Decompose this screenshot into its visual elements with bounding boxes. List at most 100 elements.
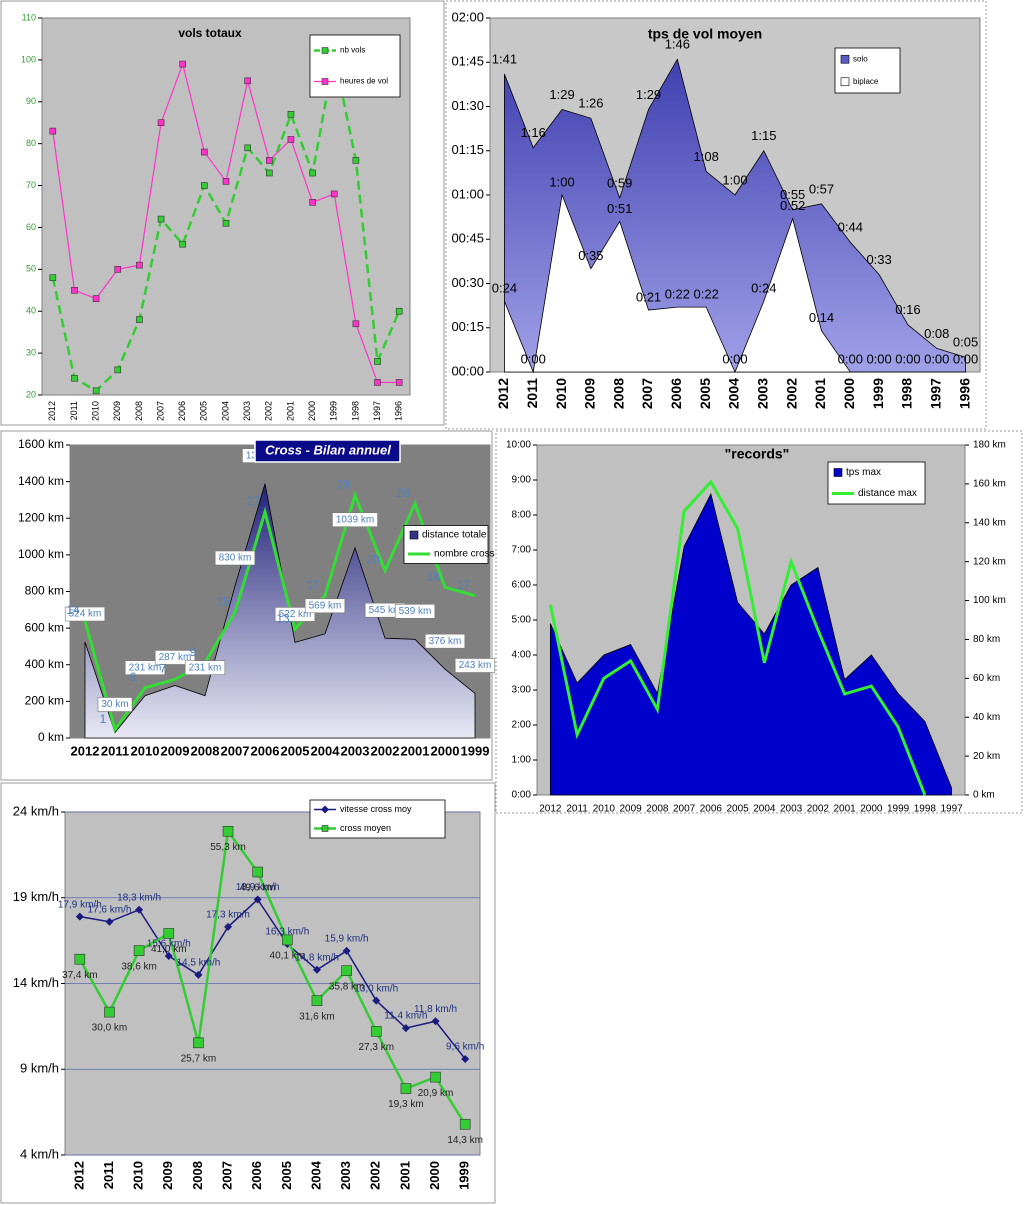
x-tick-label: 2000 [427, 1161, 442, 1190]
legend-label: heures de vol [340, 77, 388, 86]
x-tick-label: 1997 [941, 804, 964, 815]
data-label: 1:00 [549, 174, 574, 189]
marker [164, 952, 173, 961]
x-tick-label: 2006 [177, 401, 187, 421]
marker [75, 912, 84, 921]
data-label: 7 [160, 662, 167, 676]
marker [352, 320, 360, 328]
marker [49, 127, 57, 135]
data-label: 0:00 [521, 351, 546, 366]
x-tick-label: 2012 [47, 401, 57, 421]
x-tick-label: 2012 [539, 804, 562, 815]
x-tick-label: 1999 [457, 1161, 472, 1190]
marker [71, 286, 78, 294]
x-tick-label: 2012 [495, 378, 511, 409]
data-label: 0:00 [924, 351, 949, 366]
marker [157, 215, 165, 223]
x-tick-label: 2001 [397, 1161, 412, 1190]
data-label: 18,9 km/h [236, 882, 280, 893]
data-label: 0:35 [578, 248, 603, 263]
x-tick-label: 2010 [90, 401, 100, 421]
data-label: 0:55 [780, 187, 805, 202]
area [549, 492, 953, 796]
x-tick-label: 2007 [155, 401, 165, 421]
y-tick-label: 180 km [973, 440, 1006, 451]
title-box [254, 439, 401, 463]
y-tick-label: 120 km [973, 556, 1006, 567]
y-tick-label: 4:00 [512, 650, 532, 661]
y-tick-label: 14 km/h [13, 975, 59, 990]
y-tick-label: 01:00 [451, 186, 484, 201]
data-label: 41,0 km [151, 944, 187, 955]
y-tick-label: 0 km [973, 790, 995, 801]
marker [179, 60, 187, 68]
y-tick-label: 90 [26, 96, 36, 106]
data-label: 1:29 [636, 87, 661, 102]
y-tick-label: 20 km [973, 751, 1000, 762]
x-tick-label: 2008 [191, 743, 220, 758]
y-tick-label: 400 km [25, 657, 64, 671]
data-label: 524 km [69, 609, 102, 620]
x-tick-label: 2011 [101, 1161, 116, 1189]
marker [265, 169, 273, 177]
x-tick-label: 2005 [281, 743, 310, 758]
y-tick-label: 110 [22, 12, 36, 22]
x-tick-label: 1998 [350, 401, 360, 421]
x-tick-label: 2010 [131, 1161, 146, 1190]
y-tick-label: 70 [26, 180, 36, 190]
data-label: 11,8 km/h [414, 1004, 457, 1015]
legend-marker [321, 78, 329, 85]
data-label: 20,9 km [418, 1088, 454, 1099]
data-label: 30,0 km [92, 1023, 128, 1034]
x-tick-label: 2006 [700, 804, 723, 815]
x-tick-label: 2002 [783, 378, 799, 409]
y-tick-label: 800 km [25, 584, 64, 598]
data-label: 830 km [219, 553, 252, 564]
label-box [154, 650, 196, 665]
y-tick-label: 600 km [25, 620, 64, 634]
label-box [454, 658, 496, 673]
y-tick-label: 100 km [973, 595, 1006, 606]
x-tick-label: 2010 [553, 378, 569, 409]
y-tick-label: 6:00 [512, 580, 532, 591]
legend-label: tps max [846, 467, 881, 478]
chart-title: tps de vol moyen [648, 26, 762, 42]
y-tick-label: 00:00 [451, 363, 484, 378]
data-label: 14,5 km/h [176, 958, 220, 969]
marker [114, 266, 122, 273]
data-label: 1:46 [665, 37, 690, 52]
x-tick-label: 2009 [112, 401, 122, 421]
data-label: 0:16 [895, 302, 920, 317]
y-tick-label: 200 km [25, 694, 64, 708]
data-label: 287 km [159, 652, 192, 663]
marker [311, 995, 323, 1006]
marker [135, 905, 144, 914]
data-label: 17,9 km/h [58, 899, 102, 910]
marker [163, 928, 175, 939]
y-tick-label: 40 [26, 306, 36, 316]
y-tick-label: 01:15 [451, 142, 484, 157]
legend [309, 34, 401, 98]
marker [222, 219, 230, 227]
x-tick-label: 2001 [401, 743, 430, 758]
marker [136, 261, 143, 269]
legend [309, 799, 446, 839]
data-label: 0:00 [722, 351, 747, 366]
x-tick-label: 2002 [264, 401, 274, 421]
label-box [332, 512, 378, 528]
y-tick-label: 1200 km [18, 510, 64, 524]
data-label: 231 km [129, 662, 162, 673]
x-tick-label: 2002 [371, 743, 400, 758]
data-label: 0:52 [780, 198, 805, 213]
marker [374, 379, 381, 386]
x-tick-label: 2006 [249, 1161, 264, 1190]
data-label: 31,6 km [299, 1011, 335, 1022]
data-label: 231 km [189, 662, 222, 673]
x-tick-label: 1996 [956, 378, 972, 409]
y-tick-label: 60 [26, 222, 36, 232]
x-tick-label: 2012 [71, 743, 100, 758]
marker [287, 136, 295, 143]
marker [201, 182, 208, 189]
legend-marker [321, 825, 329, 832]
